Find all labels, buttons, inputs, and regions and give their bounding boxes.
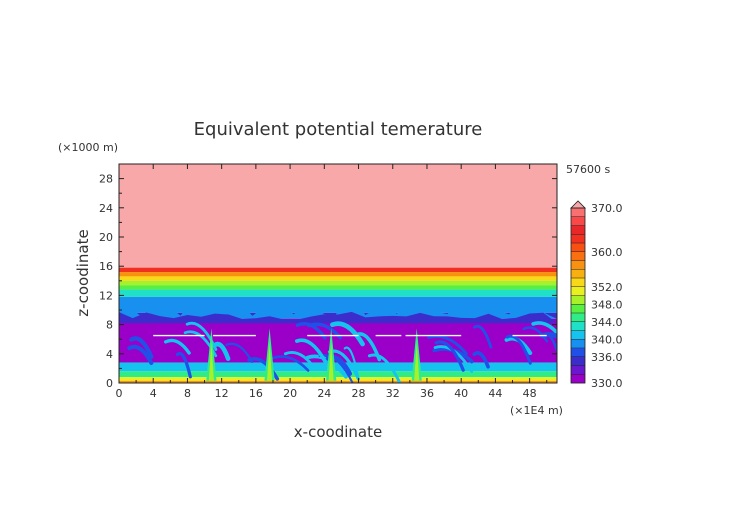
cloud-rim-region bbox=[119, 311, 557, 324]
colorbar-swatch bbox=[571, 365, 585, 375]
streak-filament bbox=[283, 351, 317, 371]
streak-filament bbox=[427, 334, 468, 355]
streak-filament bbox=[163, 338, 191, 355]
y-tick-label: 12 bbox=[99, 289, 113, 302]
colorbar-swatch bbox=[571, 321, 585, 331]
x-tick-label: 24 bbox=[317, 387, 331, 400]
colorbar-swatch bbox=[571, 269, 585, 279]
x-axis-label: x-coodinate bbox=[294, 423, 382, 441]
colorbar: 330.0 336.0 340.0 344.0 348.0 352.0 360.0 370.0 bbox=[570, 200, 623, 390]
y-tick-label: 20 bbox=[99, 231, 113, 244]
colorbar-tick-label: 370.0 bbox=[591, 202, 623, 215]
updraft-core bbox=[414, 342, 420, 381]
y-unit-label: (×1000 m) bbox=[58, 141, 118, 154]
updraft-core bbox=[208, 342, 214, 381]
streak-filament bbox=[531, 321, 557, 336]
colorbar-extend-arrow bbox=[570, 200, 586, 209]
colorbar-swatch bbox=[571, 330, 585, 340]
colorbar-tick-label: 360.0 bbox=[591, 246, 623, 259]
field-band bbox=[119, 289, 557, 297]
colorbar-swatch bbox=[571, 356, 585, 366]
field-band bbox=[119, 280, 557, 286]
streak-filament bbox=[294, 338, 330, 369]
colorbar-swatch bbox=[571, 348, 585, 358]
colorbar-swatch bbox=[571, 286, 585, 296]
x-tick-label: 32 bbox=[386, 387, 400, 400]
streak-filament bbox=[175, 351, 192, 379]
x-tick-label: 0 bbox=[116, 387, 123, 400]
streak-filament bbox=[330, 321, 365, 347]
colorbar-tick-label: 330.0 bbox=[591, 377, 623, 390]
y-tick-label: 4 bbox=[106, 348, 113, 361]
streak-filament bbox=[271, 355, 310, 372]
streak-filament bbox=[472, 324, 493, 349]
y-tick-label: 0 bbox=[106, 377, 113, 390]
field-band bbox=[119, 380, 557, 383]
colorbar-swatch bbox=[571, 225, 585, 235]
colorbar-swatch bbox=[571, 339, 585, 349]
colorbar-tick-label: 352.0 bbox=[591, 281, 623, 294]
colorbar-swatch bbox=[571, 278, 585, 288]
streak-filament bbox=[185, 321, 218, 351]
y-tick-label: 8 bbox=[106, 319, 113, 332]
y-tick-label: 24 bbox=[99, 202, 113, 215]
updraft-core bbox=[328, 342, 334, 381]
colorbar-tick-label: 344.0 bbox=[591, 316, 623, 329]
field-band bbox=[119, 164, 557, 268]
streak-filament bbox=[472, 351, 490, 369]
colorbar-swatch bbox=[571, 251, 585, 261]
streak-filament bbox=[127, 344, 154, 366]
x-tick-label: 4 bbox=[150, 387, 157, 400]
streak-filament bbox=[522, 326, 549, 343]
x-tick-label: 44 bbox=[488, 387, 502, 400]
y-axis-label: z-coodinate bbox=[74, 229, 92, 316]
colorbar-tick-label: 340.0 bbox=[591, 333, 623, 346]
streak-filament bbox=[434, 340, 465, 372]
colorbar-swatch bbox=[571, 313, 585, 323]
colorbar-tick-label: 336.0 bbox=[591, 351, 623, 364]
colorbar-swatch bbox=[571, 216, 585, 226]
y-tick-label: 28 bbox=[99, 173, 113, 186]
streak-filament bbox=[225, 342, 254, 364]
chart-title: Equivalent potential temerature bbox=[194, 119, 483, 140]
field-layer bbox=[119, 164, 557, 383]
x-tick-label: 16 bbox=[249, 387, 263, 400]
plot-frame bbox=[118, 163, 558, 384]
x-tick-label: 8 bbox=[184, 387, 191, 400]
colorbar-swatch bbox=[571, 374, 585, 384]
colorbar-tick-label: 348.0 bbox=[591, 298, 623, 311]
x-unit-label: (×1E4 m) bbox=[510, 404, 563, 417]
x-tick-label: 36 bbox=[420, 387, 434, 400]
x-tick-label: 28 bbox=[352, 387, 366, 400]
colorbar-swatch bbox=[571, 295, 585, 305]
streak-filament bbox=[343, 346, 360, 378]
colorbar-swatch bbox=[571, 208, 585, 218]
field-band bbox=[119, 272, 557, 277]
colorbar-swatch bbox=[571, 304, 585, 314]
streak-filament bbox=[212, 341, 231, 361]
x-tick-label: 12 bbox=[215, 387, 229, 400]
time-label: 57600 s bbox=[566, 163, 610, 176]
field-band bbox=[119, 276, 557, 281]
field-band bbox=[119, 371, 557, 378]
updraft-core bbox=[266, 342, 273, 381]
streak-filament bbox=[367, 353, 402, 383]
y-tick-label: 16 bbox=[99, 260, 113, 273]
colorbar-swatch bbox=[571, 243, 585, 253]
colorbar-swatch bbox=[571, 234, 585, 244]
colorbar-swatch bbox=[571, 260, 585, 270]
cloud-top-region bbox=[119, 298, 557, 319]
streak-filament bbox=[505, 334, 532, 365]
field-band bbox=[119, 267, 557, 273]
streak-filament bbox=[541, 332, 557, 355]
streak-filament bbox=[129, 336, 154, 359]
field-band bbox=[119, 377, 557, 381]
field-band bbox=[119, 285, 557, 290]
x-tick-label: 20 bbox=[283, 387, 297, 400]
x-tick-label: 48 bbox=[523, 387, 537, 400]
x-tick-label: 40 bbox=[454, 387, 468, 400]
